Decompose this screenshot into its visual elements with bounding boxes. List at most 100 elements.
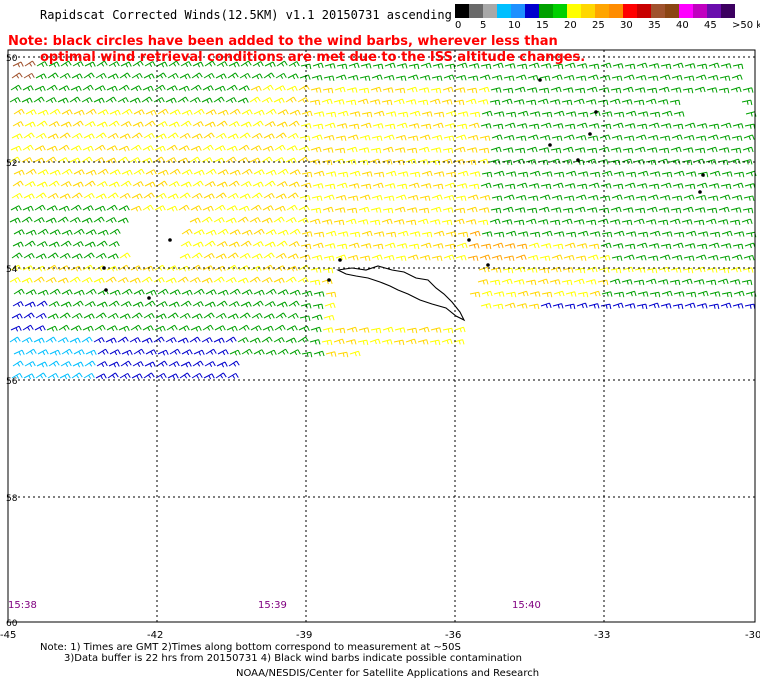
wind-barb <box>239 193 251 200</box>
wind-barb <box>274 144 286 151</box>
wind-barb <box>274 85 286 92</box>
wind-barb <box>564 62 576 69</box>
wind-barb <box>385 231 397 238</box>
wind-barb <box>215 372 227 379</box>
wind-barb <box>313 170 325 177</box>
wind-barb <box>613 291 625 298</box>
wind-barb <box>553 290 565 297</box>
wind-barb <box>94 205 106 212</box>
wind-barb <box>120 301 132 308</box>
wind-barb <box>505 230 517 237</box>
wind-barb <box>10 145 22 152</box>
wind-barb <box>23 132 35 139</box>
wind-barb <box>61 229 73 236</box>
wind-barb <box>252 120 264 127</box>
wind-barb <box>45 277 57 284</box>
wind-barb <box>637 291 649 297</box>
wind-barb <box>25 229 37 236</box>
wind-barb <box>299 135 311 141</box>
wind-barb <box>95 373 107 380</box>
wind-barb <box>705 218 717 225</box>
wind-barb <box>57 337 69 344</box>
wind-barb <box>467 134 479 141</box>
wind-barb <box>659 194 671 201</box>
wind-barb <box>156 61 168 68</box>
wind-barb <box>537 219 549 225</box>
wind-barb <box>516 182 528 189</box>
wind-barb <box>253 289 265 296</box>
wind-barb <box>322 327 334 333</box>
wind-barb <box>36 361 48 368</box>
wind-barb <box>537 278 549 285</box>
wind-barb <box>502 147 514 153</box>
wind-barb <box>515 194 527 201</box>
wind-barb <box>443 254 455 261</box>
wind-barb <box>409 231 421 237</box>
wind-barb <box>537 159 549 166</box>
wind-barb <box>480 63 492 70</box>
wind-barb <box>21 337 33 344</box>
wind-barb <box>549 219 561 226</box>
wind-barb <box>636 62 648 69</box>
wind-barb <box>105 337 117 344</box>
wind-barb <box>613 171 625 177</box>
legend-label: 15 <box>536 20 549 31</box>
wind-barb <box>397 171 409 177</box>
wind-barb <box>334 207 346 213</box>
wind-barb <box>600 123 612 130</box>
wind-barb <box>384 62 396 69</box>
wind-barb <box>742 146 754 153</box>
wind-barb <box>408 243 420 250</box>
wind-barb <box>625 171 637 178</box>
wind-barb <box>480 303 492 309</box>
wind-barb <box>358 327 370 333</box>
wind-barb <box>36 120 48 127</box>
wind-barb <box>82 84 94 91</box>
wind-barb <box>288 61 300 68</box>
wind-barb <box>73 169 85 176</box>
wind-barb <box>588 63 600 70</box>
wind-barb <box>36 61 48 68</box>
wind-barb <box>682 147 694 153</box>
wind-barb <box>133 109 145 116</box>
wind-barb <box>647 134 659 141</box>
wind-barb <box>225 277 237 284</box>
wind-barb <box>528 62 540 69</box>
wind-barb <box>658 207 670 213</box>
wind-barb <box>325 111 337 118</box>
wind-barb <box>501 219 513 225</box>
wind-barb <box>192 180 204 187</box>
wind-barb <box>37 109 49 116</box>
wind-barb <box>179 253 191 260</box>
wind-barb <box>539 134 551 141</box>
wind-barb <box>360 183 372 190</box>
wind-barb <box>348 62 360 69</box>
wind-barb <box>105 96 117 103</box>
wind-barb <box>203 252 215 259</box>
wind-barb <box>58 324 70 331</box>
wind-barb <box>156 180 168 187</box>
wind-barb <box>216 241 228 248</box>
wind-barb <box>132 60 144 67</box>
wind-barb <box>276 60 288 67</box>
wind-barb <box>696 243 708 250</box>
wind-barb <box>167 193 179 200</box>
wind-barb <box>371 135 383 141</box>
wind-barb <box>94 85 106 92</box>
wind-barb <box>696 123 708 129</box>
wind-barb <box>9 336 21 343</box>
wind-barb <box>96 181 108 188</box>
wind-barb <box>58 205 70 212</box>
quality-flag-dot <box>104 288 108 292</box>
legend-swatch <box>455 4 469 18</box>
wind-barb <box>106 145 118 152</box>
wind-barb <box>717 159 729 166</box>
wind-barb <box>145 109 157 116</box>
wind-barb <box>129 277 141 284</box>
wind-barb <box>273 337 285 344</box>
wind-barb <box>145 169 157 176</box>
wind-barb <box>599 74 611 81</box>
wind-barb <box>634 87 646 93</box>
wind-barb <box>468 183 480 190</box>
wind-barb <box>216 300 228 307</box>
